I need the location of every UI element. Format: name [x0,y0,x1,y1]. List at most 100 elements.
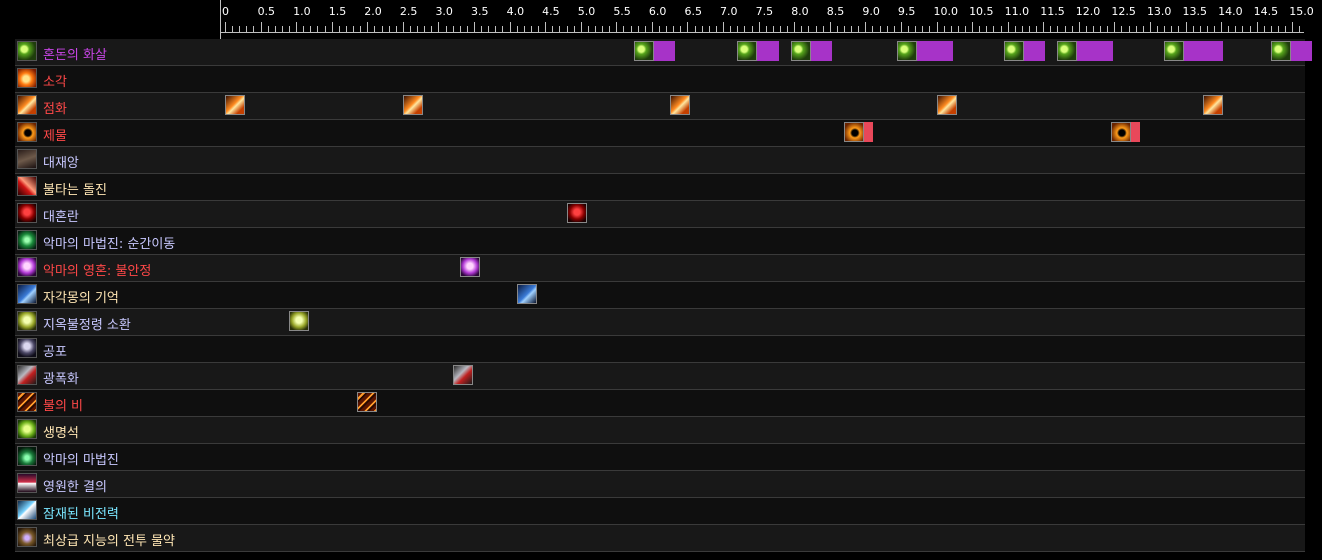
ruler-tick-label: 1.5 [328,5,347,18]
ruler-tick [715,26,717,32]
ability-row[interactable]: 제물 [15,120,1305,147]
cast-event-chaos-bolt-icon[interactable] [634,41,655,61]
ability-track [220,147,1305,173]
ruler-tick [950,26,952,32]
ruler-tick [1285,26,1287,32]
rain-of-fire-icon [17,392,37,412]
incinerate-icon [17,95,37,115]
ability-row[interactable]: 지옥불정령 소환 [15,309,1305,336]
cast-event-soul-fire-icon[interactable] [459,257,480,277]
ruler-tick [822,26,824,32]
ruler-tick [417,26,419,32]
cast-event-dreadlord-icon[interactable] [516,284,537,304]
ability-label: 생명석 [43,426,79,441]
ruler-tick [559,26,561,32]
ability-row[interactable]: 자각몽의 기억 [15,282,1305,309]
ruler-tick [943,26,945,32]
cast-event-rain-of-fire-icon[interactable] [356,392,377,412]
ruler-tick [1028,26,1030,32]
ability-row[interactable]: 영원한 결의 [15,471,1305,498]
ability-row[interactable]: 대혼란 [15,201,1305,228]
ruler-tick [338,26,340,32]
cast-event-conflagrate-icon[interactable] [844,122,864,142]
ruler-tick [1171,26,1173,32]
ability-row[interactable]: 소각 [15,66,1305,93]
ability-row[interactable]: 불의 비 [15,390,1305,417]
ability-row[interactable]: 혼돈의 화살 [15,39,1313,66]
ruler-tick [1228,26,1230,32]
ruler-tick-label: 2.5 [399,5,418,18]
ability-row[interactable]: 점화 [15,93,1305,120]
ruler-tick [623,26,625,32]
cast-event-chaos-bolt-icon[interactable] [1164,41,1185,61]
ruler-tick [274,26,276,32]
ability-row[interactable]: 악마의 마법진: 순간이동 [15,228,1305,255]
cast-event-frenzy-icon[interactable] [452,365,473,385]
ruler-tick [452,26,454,32]
cast-duration-bar [1184,41,1224,61]
ruler-tick [1292,22,1294,32]
ruler-tick [388,26,390,32]
arcane-power-icon [17,500,37,520]
ruler-tick [972,22,974,32]
ability-row[interactable]: 최상급 지능의 전투 물약 [15,525,1305,552]
burning-rush-icon [17,176,37,196]
ruler-tick [1043,22,1045,32]
ability-row[interactable]: 공포 [15,336,1305,363]
cast-event-chaos-bolt-icon[interactable] [1057,41,1078,61]
ruler-tick-label: 1.0 [293,5,311,18]
ruler-tick-label: 11.0 [1004,5,1030,18]
ruler-tick [1185,22,1187,32]
cast-event-chaos-bolt-icon[interactable] [1004,41,1025,61]
healthstone-icon [17,419,37,439]
ability-label: 자각몽의 기억 [43,291,119,306]
ruler-tick [1235,26,1237,32]
cast-event-chaos-bolt-icon[interactable] [897,41,918,61]
ruler-tick-label: 12.5 [1111,5,1136,18]
ability-track [220,93,1305,119]
ruler-tick [289,26,291,32]
ruler-tick-label: 4.5 [542,5,560,18]
ability-row[interactable]: 광폭화 [15,363,1305,390]
cast-event-incinerate-icon[interactable] [669,95,690,115]
ruler-tick [957,26,959,32]
ability-row[interactable]: 악마의 영혼: 불안정 [15,255,1305,282]
ruler-tick-label: 0.5 [257,5,276,18]
cast-event-incinerate-icon[interactable] [225,95,245,115]
ruler-tick [1157,26,1159,32]
ability-row[interactable]: 잠재된 비전력 [15,498,1305,525]
ability-row[interactable]: 불타는 돌진 [15,174,1305,201]
ruler-tick-label: 9.5 [897,5,916,18]
ruler-tick [545,22,547,32]
cast-event-incinerate-icon[interactable] [402,95,423,115]
ruler-tick [345,26,347,32]
frenzy-icon [17,365,37,385]
cast-event-chaos-bolt-icon[interactable] [1270,41,1291,61]
ruler-tick [1036,26,1038,32]
ruler-tick [253,26,255,32]
ability-row[interactable]: 대재앙 [15,147,1305,174]
ruler-tick [1242,26,1244,32]
ruler-tick [353,26,355,32]
ruler-tick-label: 12.0 [1075,5,1101,18]
ruler-tick [701,26,703,32]
cast-event-chaos-bolt-icon[interactable] [737,41,758,61]
time-ruler: 0 0.5 1.0 1.5 2.0 2.5 3.0 3.5 4.0 4.5 5.0 5.5 6.0 6.5… [220,0,1314,38]
cast-event-chaos-icon[interactable] [566,203,587,223]
ruler-tick-label: 7.5 [755,5,774,18]
ability-row[interactable]: 악마의 마법진 [15,444,1305,471]
cast-event-incinerate-icon[interactable] [1203,95,1224,115]
ruler-tick [1278,26,1280,32]
cast-event-incinerate-icon[interactable] [936,95,957,115]
cast-event-conflagrate-icon[interactable] [1110,122,1131,142]
ruler-tick [1256,22,1258,32]
cast-event-chaos-bolt-icon[interactable] [790,41,811,61]
ruler-tick [936,22,938,32]
ability-row[interactable]: 생명석 [15,417,1305,444]
ruler-tick-label: 6.5 [684,5,702,18]
ruler-tick [431,26,433,32]
cast-event-infernal-icon[interactable] [289,311,310,331]
ruler-tick [225,22,226,32]
ruler-baseline [220,32,1304,33]
ruler-tick-label: 14.5 [1253,5,1279,18]
